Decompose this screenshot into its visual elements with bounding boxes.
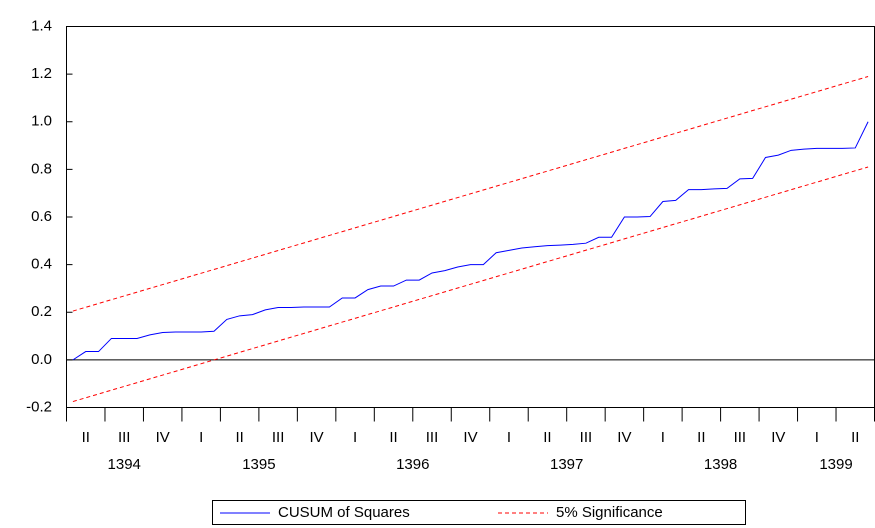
year-label: 1395 [242,456,275,473]
x-tick-label: III [580,429,593,446]
x-tick-label: III [272,429,285,446]
x-tick-label: IV [617,429,631,446]
y-tick-label: 0.0 [31,351,52,368]
x-tick-label: IV [310,429,324,446]
y-tick-label: 1.4 [31,17,52,34]
year-label: 1394 [108,456,141,473]
x-tick-label: I [199,429,203,446]
legend-label: CUSUM of Squares [278,504,410,521]
series-line [72,76,869,312]
x-tick-label: III [734,429,747,446]
y-tick-label: 1.0 [31,113,52,130]
x-tick-label: I [353,429,357,446]
x-tick-label: I [815,429,819,446]
series-line [72,121,869,361]
y-tick-label: 0.8 [31,160,52,177]
x-tick-label: II [235,429,243,446]
y-tick-label: 0.2 [31,303,52,320]
year-label: 1398 [704,456,737,473]
x-tick-label: IV [771,429,785,446]
y-tick-label: 0.6 [31,208,52,225]
series-line-lower [72,166,869,403]
year-label: 1396 [396,456,429,473]
x-tick-label: IV [463,429,477,446]
x-tick-label: II [82,429,90,446]
year-label: 1397 [550,456,583,473]
y-tick-label: 1.2 [31,65,52,82]
x-tick-label: I [661,429,665,446]
x-tick-label: II [543,429,551,446]
x-tick-label: I [507,429,511,446]
year-label: 1399 [819,456,852,473]
x-tick-label: III [118,429,131,446]
x-tick-label: IV [156,429,170,446]
x-tick-label: II [851,429,859,446]
legend-box [212,500,746,525]
x-tick-label: III [426,429,439,446]
legend-label: 5% Significance [556,504,663,521]
y-tick-label: -0.2 [26,398,52,415]
plot-frame [66,26,875,408]
x-tick-label: II [389,429,397,446]
y-tick-label: 0.4 [31,256,52,273]
x-tick-label: II [697,429,705,446]
